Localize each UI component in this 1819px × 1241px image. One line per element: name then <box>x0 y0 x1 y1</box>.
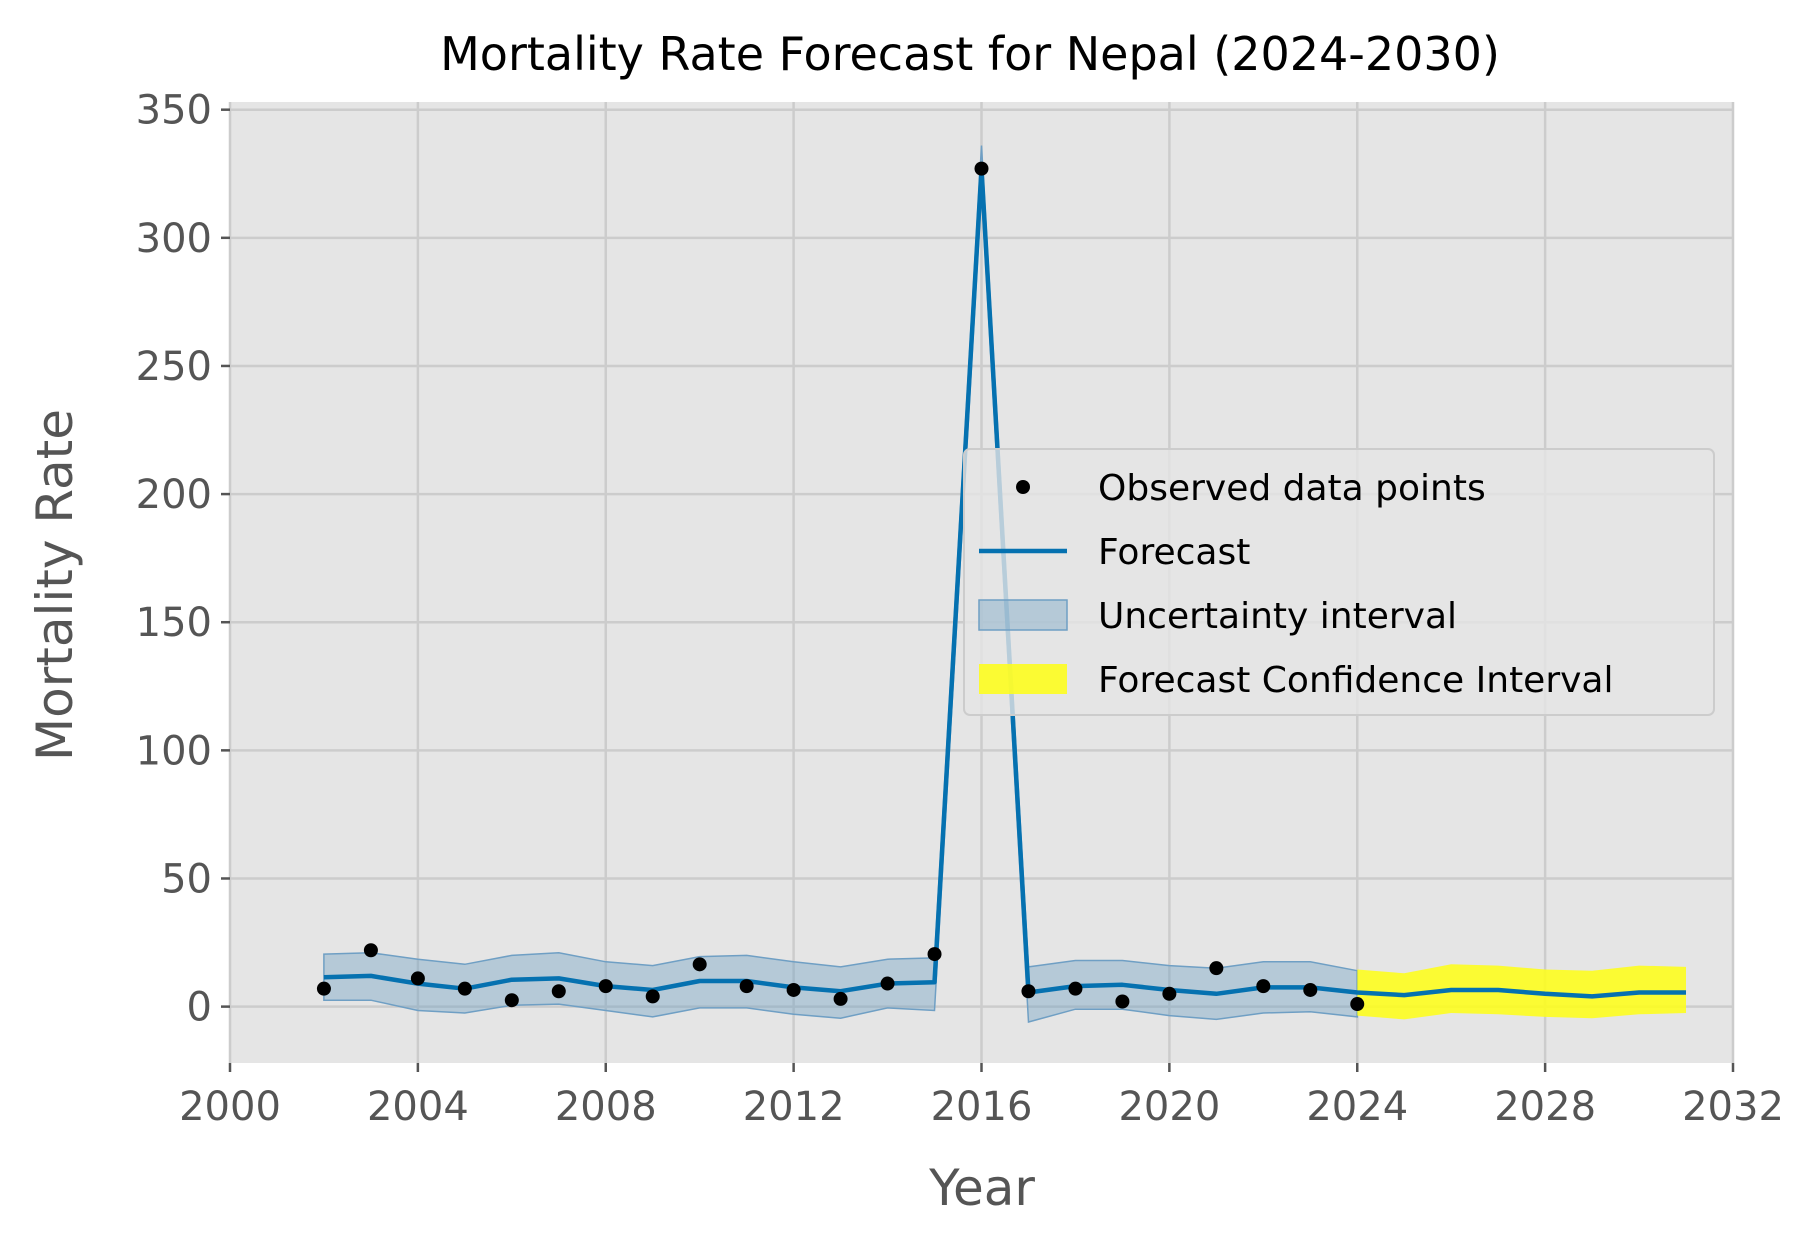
legend-label: Forecast Confidence Interval <box>1098 660 1614 701</box>
observed-point <box>1021 984 1036 999</box>
chart-title: Mortality Rate Forecast for Nepal (2024-… <box>440 27 1500 81</box>
y-axis-label: Mortality Rate <box>26 409 84 761</box>
legend-marker-uncertainty <box>978 599 1068 631</box>
observed-point <box>739 979 754 994</box>
x-tick-label: 2000 <box>179 1084 281 1130</box>
observed-point <box>551 984 566 999</box>
observed-point <box>316 981 331 996</box>
observed-point <box>1350 997 1365 1012</box>
legend-label: Uncertainty interval <box>1098 596 1457 637</box>
legend-box <box>963 448 1715 716</box>
legend-label: Forecast <box>1098 532 1250 573</box>
observed-point <box>833 991 848 1006</box>
y-tick-label: 100 <box>136 728 212 774</box>
observed-point <box>974 161 989 176</box>
observed-point <box>1068 981 1083 996</box>
x-tick-label: 2032 <box>1682 1084 1784 1130</box>
x-tick-label: 2020 <box>1118 1084 1220 1130</box>
x-tick-label: 2016 <box>931 1084 1033 1130</box>
y-tick-label: 0 <box>187 985 212 1031</box>
observed-point <box>1303 982 1318 997</box>
observed-point <box>1209 961 1224 976</box>
observed-point <box>692 957 707 972</box>
observed-point <box>645 989 660 1004</box>
y-tick-label: 200 <box>136 472 212 518</box>
observed-point <box>598 979 613 994</box>
observed-point <box>457 981 472 996</box>
observed-point <box>1162 986 1177 1001</box>
y-tick-label: 300 <box>136 216 212 262</box>
observed-point <box>410 971 425 986</box>
y-tick-label: 350 <box>136 88 212 134</box>
uncertainty-band <box>323 145 1359 1023</box>
x-tick-label: 2012 <box>743 1084 845 1130</box>
observed-point <box>927 947 942 962</box>
legend-marker-observed <box>1016 480 1030 494</box>
observed-points <box>316 161 1365 1012</box>
observed-point <box>1115 994 1130 1009</box>
y-tick-label: 250 <box>136 344 212 390</box>
legend: Observed data points Forecast Uncertainty … <box>963 448 1715 716</box>
observed-point <box>880 976 895 991</box>
x-axis-label: Year <box>928 1159 1035 1217</box>
legend-label: Observed data points <box>1098 468 1486 509</box>
legend-marker-forecast-ci <box>979 664 1067 694</box>
x-tick-label: 2008 <box>555 1084 657 1130</box>
observed-point <box>363 943 378 958</box>
observed-point <box>504 993 519 1008</box>
uncertainty-interval-area <box>323 145 1359 1023</box>
observed-point <box>1256 979 1271 994</box>
x-tick-label: 2024 <box>1306 1084 1408 1130</box>
observed-point <box>786 982 801 997</box>
x-tick-label: 2004 <box>367 1084 469 1130</box>
axis-ticks: 2000 2004 2008 2012 2016 2020 2024 2028 2032 0 50 1… <box>136 88 1784 1130</box>
y-tick-label: 150 <box>136 600 212 646</box>
y-tick-label: 50 <box>161 856 212 902</box>
x-tick-label: 2028 <box>1494 1084 1596 1130</box>
